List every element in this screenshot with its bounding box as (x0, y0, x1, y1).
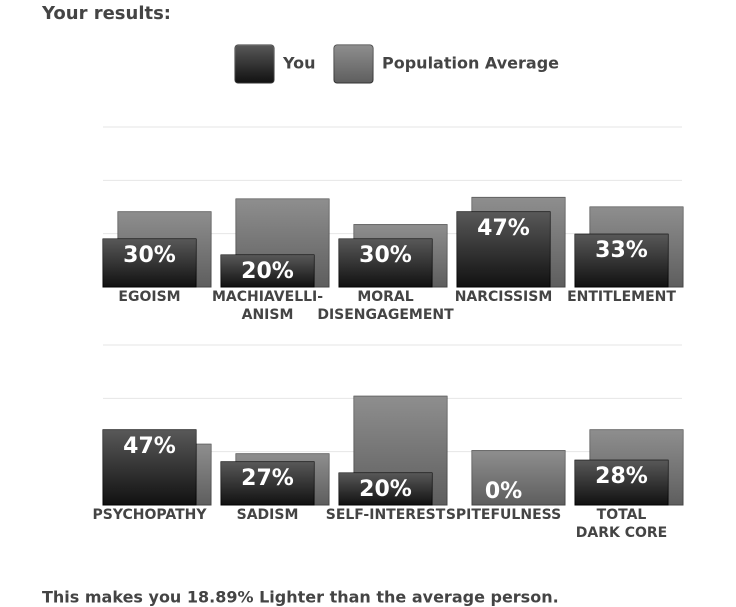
x-tick-label: ENTITLEMENT (567, 289, 676, 305)
x-tick-label: NARCISSISM (454, 289, 553, 305)
x-tick-label: PSYCHOPATHY (92, 507, 207, 523)
x-tick-label: SPITEFULNESS (445, 507, 562, 523)
legend-label: Population Average (382, 54, 559, 73)
page-title: Your results: (41, 3, 171, 24)
bar-shine (575, 234, 668, 287)
bar-shine (339, 473, 432, 505)
value-label: 47% (477, 216, 530, 241)
value-label: 47% (123, 434, 176, 459)
x-tick-label: MACHIAVELLI- ANISM (211, 289, 324, 323)
value-label: 20% (359, 477, 412, 502)
value-label: 30% (123, 243, 176, 268)
x-tick-label: SELF-INTEREST (325, 507, 446, 523)
bar-shine (221, 461, 314, 505)
bar-shine (221, 255, 314, 287)
bar-shine (472, 450, 565, 505)
legend-shine (334, 45, 373, 83)
value-label: 33% (595, 238, 648, 263)
bar-shine (339, 239, 432, 287)
footer: This makes you 18.89% Lighter than the a… (42, 588, 559, 607)
x-tick-label: EGOISM (118, 289, 181, 305)
bar-shine (103, 429, 196, 505)
value-label: 30% (359, 243, 412, 268)
value-label: 20% (241, 259, 294, 284)
value-label: 28% (595, 464, 648, 489)
x-tick-label: TOTAL DARK CORE (575, 507, 668, 541)
value-label: 0% (485, 479, 522, 504)
bar-shine (103, 239, 196, 287)
value-label: 27% (241, 466, 294, 491)
legend-label: You (282, 54, 316, 73)
bar-shine (457, 211, 550, 287)
bar-shine (575, 460, 668, 505)
x-tick-label: SADISM (236, 507, 299, 523)
legend-shine (235, 45, 274, 83)
x-tick-label: MORAL DISENGAGEMENT (317, 289, 454, 323)
